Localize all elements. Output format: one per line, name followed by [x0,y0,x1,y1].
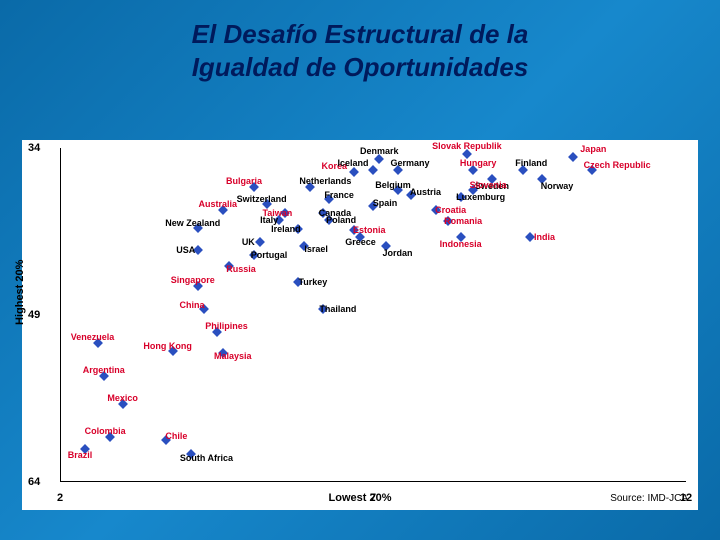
data-label: Malaysia [214,351,252,361]
data-label: Hong Kong [143,341,192,351]
data-label: France [324,190,354,200]
title-line-2: Igualdad de Oportunidades [192,52,529,82]
data-label: Bulgaria [226,176,262,186]
data-label: Belgium [375,180,411,190]
data-label: Jordan [383,248,413,258]
data-label: Slovenia [470,180,507,190]
data-label: Netherlands [299,176,351,186]
slide: El Desafío Estructural de la Igualdad de… [0,0,720,540]
data-point [255,237,265,247]
data-label: Poland [326,215,356,225]
data-label: Hungary [460,158,497,168]
data-label: Japan [580,144,606,154]
data-label: Spain [373,198,398,208]
data-label: Austria [410,187,441,197]
y-tick: 49 [28,309,40,321]
data-label: Chile [165,431,187,441]
data-point [568,152,578,162]
data-label: Argentina [83,365,125,375]
y-tick: 64 [28,476,40,488]
data-label: South Africa [180,453,233,463]
data-label: Colombia [85,426,126,436]
data-label: Singapore [171,275,215,285]
data-label: Turkey [298,277,327,287]
data-label: Thailand [319,304,356,314]
data-label: Luxemburg [456,192,505,202]
data-label: Mexico [107,393,138,403]
data-label: Philipines [205,321,248,331]
data-label: Portugal [251,250,288,260]
data-label: Germany [391,158,430,168]
plot-area: DenmarkSlovak RepublikJapanKoreaIcelandG… [60,148,686,482]
y-axis-label: Highest 20% [14,260,26,325]
data-label: Denmark [360,146,399,156]
scatter-chart: Highest 20% DenmarkSlovak RepublikJapanK… [22,140,698,510]
data-label: Venezuela [71,332,115,342]
x-tick: 7 [370,492,376,504]
data-label: Greece [345,237,376,247]
data-label: Brazil [68,450,93,460]
source-text: Source: IMD-JCA [610,493,688,504]
data-point [368,165,378,175]
data-label: Russia [226,264,256,274]
data-label: Finland [515,158,547,168]
data-label: India [534,232,555,242]
data-label: USA [176,245,195,255]
data-label: UK [242,237,255,247]
data-label: Ireland [271,224,301,234]
data-label: Croatia [435,205,466,215]
data-label: Czech Republic [584,160,651,170]
x-tick: 2 [57,492,63,504]
data-label: Slovak Republik [432,141,502,151]
slide-title: El Desafío Estructural de la Igualdad de… [0,0,720,83]
data-label: China [179,300,204,310]
data-label: Norway [541,181,574,191]
y-axis [60,148,61,482]
x-axis [60,481,686,482]
data-label: Switzerland [237,194,287,204]
data-label: Australia [198,199,237,209]
data-label: Israel [304,244,328,254]
y-tick: 34 [28,142,40,154]
data-label: Romania [444,216,482,226]
x-tick: 12 [680,492,692,504]
data-label: Iceland [337,158,368,168]
x-axis-label: Lowest 20% [329,492,392,504]
data-label: New Zealand [165,218,220,228]
data-label: Indonesia [440,239,482,249]
data-point [525,232,535,242]
title-line-1: El Desafío Estructural de la [192,19,529,49]
